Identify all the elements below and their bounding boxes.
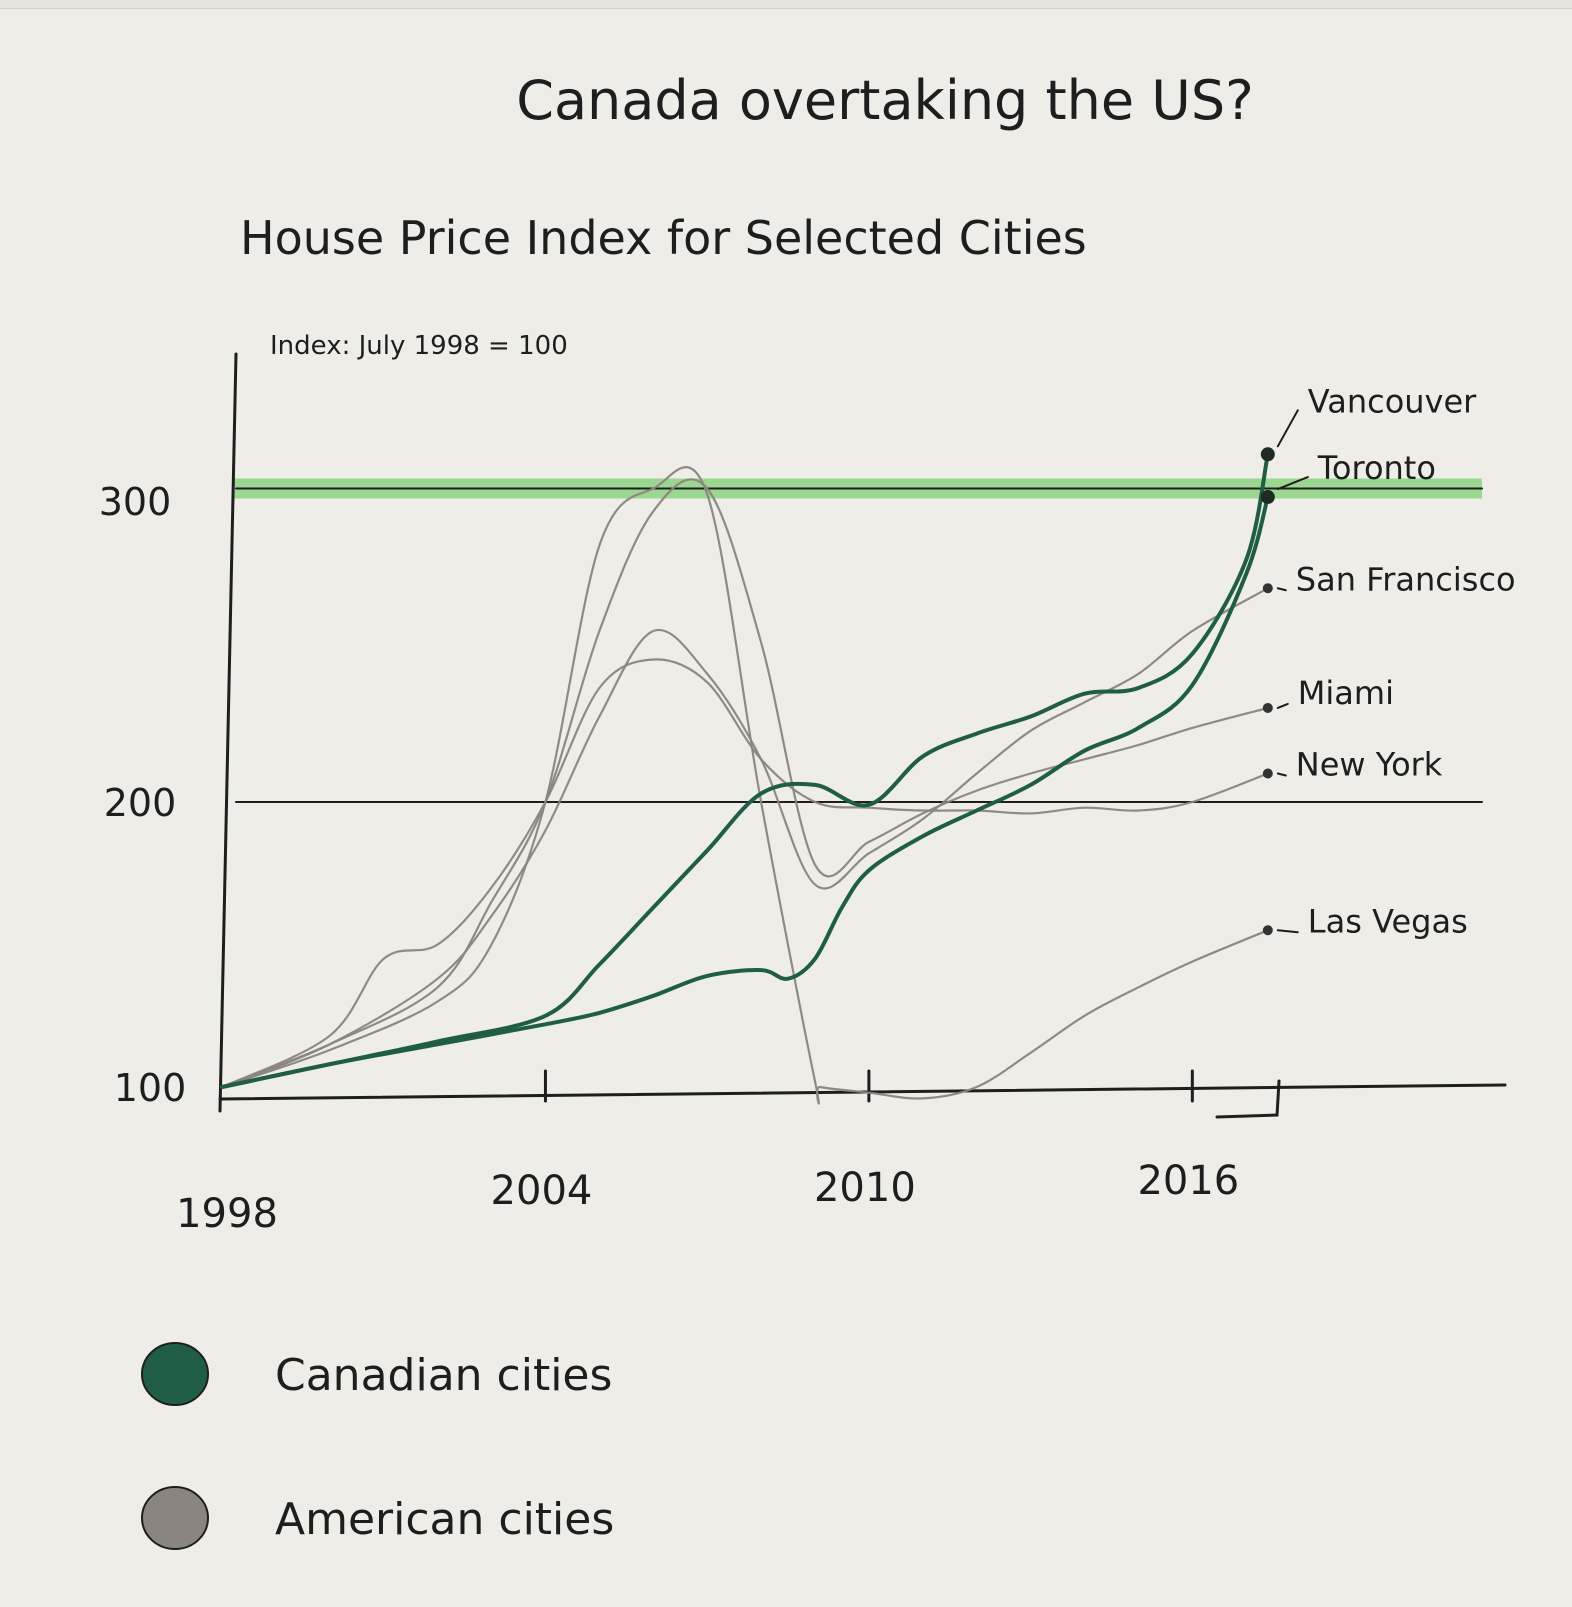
x-tick-label: 2010 [814,1165,916,1211]
chart-subtitle: House Price Index for Selected Cities [240,211,1087,265]
legend: Canadian cities American cities [141,1342,614,1550]
legend-label: Canadian cities [275,1350,612,1401]
series-line-miami [220,478,1269,1089]
series-label: San Francisco [1296,560,1516,598]
paper-sheet: Canada overtaking the US? House Price In… [0,8,1572,1607]
y-axis [218,352,238,1113]
series-line-new-york [220,658,1269,1089]
legend-swatch [141,1342,209,1406]
series-end-point [1262,768,1273,779]
series-line-toronto [220,495,1270,1089]
series-line-san-francisco [220,587,1269,1089]
x-tick-label: 2016 [1137,1158,1239,1204]
series-line-las-vegas [220,466,1269,1105]
line-chart: Canada overtaking the US? House Price In… [99,69,1516,1550]
chart-title: Canada overtaking the US? [516,69,1254,132]
series-leader-line [1276,409,1299,448]
series-leader-line [1276,772,1287,777]
series-label: Miami [1298,674,1394,712]
series-leader-line [1276,702,1289,709]
x-tick-mark [1215,1079,1281,1119]
plot-area: 100 200 300 1998 2004 2010 2016 San Francisco Mi… [99,352,1516,1237]
series-end-point [1262,583,1273,594]
series-end-point [1262,925,1273,936]
series-end-point [1260,490,1275,505]
legend-swatch [141,1486,209,1550]
series-leader-line [1276,587,1287,592]
series-end-point [1260,447,1275,462]
legend-label: American cities [275,1494,614,1545]
series-label: New York [1296,746,1443,784]
y-tick-label: 100 [114,1066,187,1110]
series-label: Vancouver [1308,382,1477,420]
x-tick-label: 2004 [491,1168,593,1214]
series-leader-line [1276,476,1309,491]
y-tick-label: 200 [104,781,177,825]
series-line-vancouver [220,452,1270,1089]
y-axis-label: Index: July 1998 = 100 [270,331,568,361]
x-tick-label: 1998 [176,1191,278,1237]
series-leader-line [1276,929,1299,934]
series-label: Toronto [1317,449,1436,487]
series-end-point [1262,702,1273,713]
y-tick-label: 300 [99,480,172,524]
series-label: Las Vegas [1308,902,1468,940]
